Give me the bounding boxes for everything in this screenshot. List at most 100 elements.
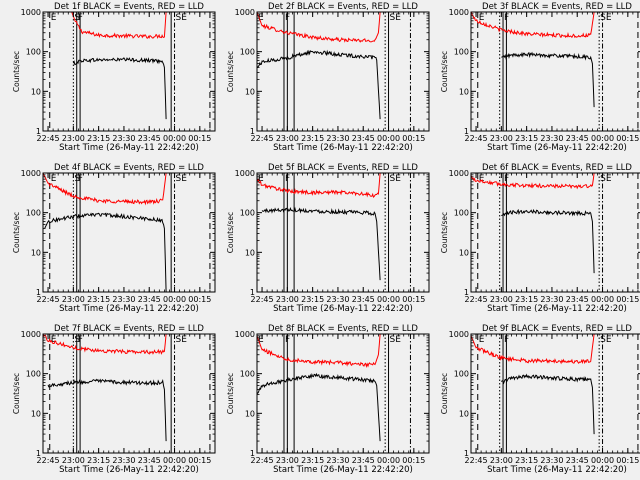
x-tick-label: 00:15 xyxy=(616,134,639,143)
x-tick-label: 00:00 xyxy=(163,295,186,304)
series-events-line xyxy=(44,212,167,292)
x-tick-label: 23:45 xyxy=(352,134,375,143)
series-events-line xyxy=(257,372,381,442)
series-events-line xyxy=(501,208,595,274)
x-tick-label: 23:15 xyxy=(515,456,538,465)
x-tick-label: 23:45 xyxy=(566,295,589,304)
x-tick-label: 00:15 xyxy=(402,295,425,304)
panel-title: Det 9f BLACK = Events, RED = LLD xyxy=(482,324,632,334)
y-axis-label: Counts/sec xyxy=(226,212,235,253)
series-group xyxy=(471,12,595,108)
marker-label: E xyxy=(479,13,485,23)
y-tick-label: 1 xyxy=(250,288,255,297)
x-axis-label: Start Time (26-May-11 22:42:20) xyxy=(487,304,627,314)
marker-label: S xyxy=(74,13,80,23)
y-tick-label: 100 xyxy=(240,209,255,218)
plot-frame xyxy=(256,11,430,132)
x-tick-label: 22:45 xyxy=(37,295,60,304)
series-lld-line xyxy=(43,334,167,355)
marker-label: SE xyxy=(176,13,188,23)
series-lld-line xyxy=(471,12,595,39)
y-axis-label: Counts/sec xyxy=(440,373,449,414)
x-tick-label: 23:15 xyxy=(301,134,324,143)
series-events-line xyxy=(47,378,167,442)
x-tick-label: 00:00 xyxy=(377,134,400,143)
x-axis-label: Start Time (26-May-11 22:42:20) xyxy=(59,143,199,153)
x-tick-label: 23:45 xyxy=(566,456,589,465)
y-tick-label: 1 xyxy=(464,288,469,297)
marker-label: SE xyxy=(390,13,402,23)
marker-label: SE xyxy=(176,335,188,345)
x-tick-label: 23:15 xyxy=(87,134,110,143)
panel-det-1: Det 1f BLACK = Events, RED = LLDESFSE110… xyxy=(12,2,216,153)
panel-title: Det 3f BLACK = Events, RED = LLD xyxy=(482,2,632,12)
y-tick-label: 1 xyxy=(464,449,469,458)
y-tick-label: 1 xyxy=(250,449,255,458)
x-tick-label: 22:45 xyxy=(37,456,60,465)
series-lld-line xyxy=(257,173,381,199)
x-tick-label: 23:30 xyxy=(112,134,135,143)
series-lld-line xyxy=(43,173,167,206)
marker-label: E xyxy=(258,335,264,345)
panel-det-6: Det 6f BLACK = Events, RED = LLDEFSE1101… xyxy=(440,163,640,314)
series-lld-line xyxy=(471,334,595,365)
x-tick-label: 23:00 xyxy=(276,295,299,304)
x-tick-label: 23:45 xyxy=(138,456,161,465)
y-tick-label: 1 xyxy=(36,127,41,136)
y-tick-label: 1000 xyxy=(235,169,255,178)
x-tick-label: 23:15 xyxy=(301,456,324,465)
y-axis-label: Counts/sec xyxy=(12,373,21,414)
panel-title: Det 1f BLACK = Events, RED = LLD xyxy=(54,2,204,12)
x-tick-label: 23:15 xyxy=(301,295,324,304)
series-group xyxy=(71,12,167,120)
x-tick-label: 23:45 xyxy=(352,295,375,304)
y-tick-label: 1 xyxy=(250,127,255,136)
x-tick-label: 00:00 xyxy=(591,295,614,304)
x-axis-label: Start Time (26-May-11 22:42:20) xyxy=(487,465,627,475)
y-tick-label: 10 xyxy=(31,87,41,96)
x-tick-label: 23:45 xyxy=(352,456,375,465)
x-tick-label: 23:30 xyxy=(326,456,349,465)
series-events-line xyxy=(257,49,381,120)
x-axis-label: Start Time (26-May-11 22:42:20) xyxy=(273,465,413,475)
panel-det-3: Det 3f BLACK = Events, RED = LLDEFSE1101… xyxy=(440,2,640,153)
y-tick-label: 100 xyxy=(240,370,255,379)
x-tick-label: 00:00 xyxy=(377,295,400,304)
panel-det-9: Det 9f BLACK = Events, RED = LLDEFSE1101… xyxy=(440,324,640,475)
panel-title: Det 5f BLACK = Events, RED = LLD xyxy=(268,163,418,173)
x-tick-label: 00:00 xyxy=(591,134,614,143)
marker-label: E xyxy=(51,174,57,184)
x-tick-label: 23:30 xyxy=(112,295,135,304)
y-tick-label: 1000 xyxy=(235,8,255,17)
series-group xyxy=(43,334,167,442)
y-tick-label: 10 xyxy=(459,87,469,96)
x-tick-label: 23:00 xyxy=(276,456,299,465)
series-lld-line xyxy=(71,12,167,39)
x-tick-label: 23:00 xyxy=(490,295,513,304)
y-tick-label: 10 xyxy=(245,248,255,257)
y-axis-label: Counts/sec xyxy=(226,51,235,92)
x-tick-label: 00:00 xyxy=(591,456,614,465)
y-tick-label: 1000 xyxy=(449,8,469,17)
marker-label: E xyxy=(51,13,57,23)
y-tick-label: 10 xyxy=(31,409,41,418)
marker-label: SE xyxy=(176,174,188,184)
y-tick-label: 1 xyxy=(36,449,41,458)
x-axis-label: Start Time (26-May-11 22:42:20) xyxy=(59,304,199,314)
x-tick-label: 23:15 xyxy=(87,295,110,304)
x-tick-label: 22:45 xyxy=(251,456,274,465)
y-tick-label: 100 xyxy=(240,48,255,57)
series-lld-line xyxy=(257,12,381,43)
y-axis-label: Counts/sec xyxy=(226,373,235,414)
y-tick-label: 1000 xyxy=(21,8,41,17)
x-tick-label: 23:00 xyxy=(276,134,299,143)
y-tick-label: 100 xyxy=(454,370,469,379)
series-group xyxy=(257,334,381,442)
x-tick-label: 00:15 xyxy=(402,134,425,143)
x-tick-label: 23:15 xyxy=(515,134,538,143)
x-tick-label: 23:00 xyxy=(490,134,513,143)
y-axis-label: Counts/sec xyxy=(12,51,21,92)
y-tick-label: 10 xyxy=(245,409,255,418)
series-group xyxy=(471,334,595,435)
x-tick-label: 23:30 xyxy=(112,456,135,465)
